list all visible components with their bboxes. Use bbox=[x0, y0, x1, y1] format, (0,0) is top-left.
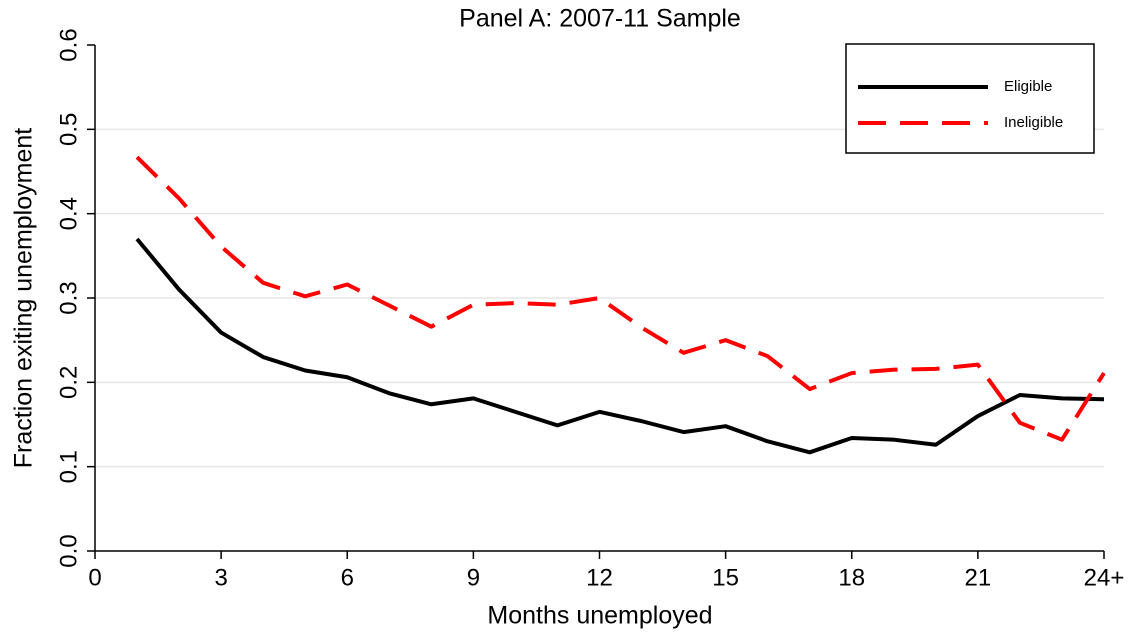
x-tick-label: 0 bbox=[88, 564, 101, 591]
y-tick-label: 0.6 bbox=[55, 28, 82, 61]
x-tick-label: 6 bbox=[341, 564, 354, 591]
y-tick-label: 0.2 bbox=[55, 366, 82, 399]
chart-title: Panel A: 2007-11 Sample bbox=[459, 5, 741, 33]
series-line bbox=[135, 237, 1105, 455]
x-tick-label: 12 bbox=[586, 564, 613, 591]
x-tick-label: 24+ bbox=[1084, 564, 1125, 591]
x-tick-label: 21 bbox=[965, 564, 992, 591]
y-tick-label: 0.5 bbox=[55, 113, 82, 146]
legend-label: Eligible bbox=[1004, 78, 1052, 95]
x-tick-label: 15 bbox=[712, 564, 739, 591]
legend-label: Ineligible bbox=[1004, 114, 1063, 131]
y-tick-label: 0.4 bbox=[55, 197, 82, 230]
y-tick-label: 0.0 bbox=[55, 534, 82, 567]
y-axis-title: Fraction exiting unemployment bbox=[10, 128, 38, 468]
legend-box bbox=[845, 43, 1095, 154]
y-tick-label: 0.1 bbox=[55, 450, 82, 483]
x-tick-label: 3 bbox=[214, 564, 227, 591]
x-axis-title: Months unemployed bbox=[487, 602, 712, 630]
x-tick-label: 9 bbox=[467, 564, 480, 591]
y-tick-label: 0.3 bbox=[55, 281, 82, 314]
x-tick-label: 18 bbox=[838, 564, 865, 591]
series-line bbox=[135, 155, 1106, 442]
